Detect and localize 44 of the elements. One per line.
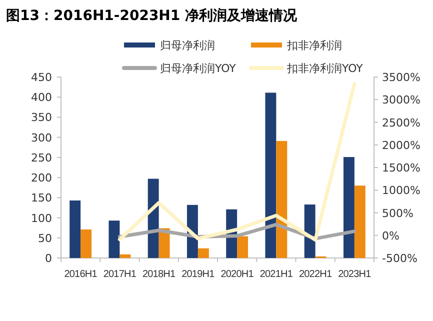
y2-tick-label: 500% <box>382 206 414 220</box>
bar <box>304 204 316 258</box>
y2-tick-label: 2500% <box>382 116 420 130</box>
y-tick-label: 250 <box>31 151 52 164</box>
x-tick-label: 2018H1 <box>142 269 176 280</box>
y-tick-label: 200 <box>31 172 52 185</box>
y-tick-label: 0 <box>45 252 52 265</box>
y-tick-label: 400 <box>31 91 52 104</box>
bar <box>80 229 92 258</box>
y2-tick-label: 2000% <box>382 138 420 152</box>
chart-title: 图13：2016H1-2023H1 净利润及增速情况 <box>6 7 298 24</box>
y-tick-label: 450 <box>31 71 52 84</box>
y-tick-label: 50 <box>38 232 52 245</box>
bar <box>354 186 366 258</box>
bar <box>276 140 288 258</box>
x-tick-label: 2023H1 <box>338 269 372 280</box>
y2-tick-label: 3500% <box>382 71 420 84</box>
x-tick-label: 2019H1 <box>182 269 216 280</box>
y2-tick-label: -500% <box>382 252 418 265</box>
legend-label: 归母净利润YOY <box>160 62 236 75</box>
bar <box>237 236 248 258</box>
legend-label: 归母净利润 <box>160 39 215 52</box>
y2-tick-label: 3000% <box>382 94 420 107</box>
bar <box>198 248 209 258</box>
bar <box>70 200 81 258</box>
y-tick-label: 350 <box>31 111 52 124</box>
legend-label: 扣非净利润 <box>286 39 342 52</box>
legend-label: 扣非净利润YOY <box>286 62 364 75</box>
bar <box>265 92 276 258</box>
x-tick-label: 2017H1 <box>103 269 137 280</box>
y-tick-label: 100 <box>31 212 52 225</box>
bar <box>343 157 354 258</box>
y-tick-label: 150 <box>31 192 52 205</box>
bar <box>120 254 131 258</box>
x-tick-label: 2020H1 <box>220 269 254 280</box>
y2-tick-label: 0% <box>382 229 400 242</box>
y2-tick-label: 1000% <box>382 184 420 198</box>
bar <box>108 220 120 258</box>
x-tick-label: 2016H1 <box>64 269 98 280</box>
x-tick-label: 2021H1 <box>260 269 294 280</box>
x-tick-label: 2022H1 <box>298 269 332 280</box>
y-tick-label: 300 <box>31 131 52 144</box>
y2-tick-label: 1500% <box>382 162 420 174</box>
line-series <box>118 82 356 242</box>
